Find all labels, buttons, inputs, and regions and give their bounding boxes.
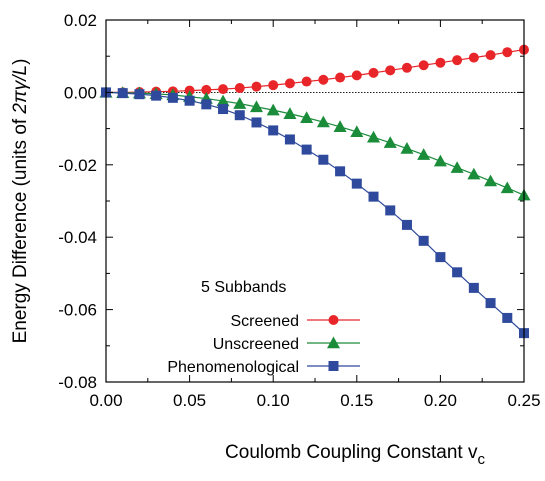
- data-point-unscreened: [484, 174, 498, 187]
- data-point-unscreened: [417, 148, 431, 160]
- data-point-phenomenological: [502, 312, 513, 323]
- legend-marker-phenomenological: [328, 361, 339, 371]
- plot-frame: [105, 19, 525, 383]
- series-line-unscreened: [105, 91, 525, 196]
- data-point-phenomenological: [151, 90, 162, 101]
- data-point-unscreened: [283, 107, 297, 119]
- y-tick-label: -0.08: [58, 373, 97, 392]
- data-point-screened: [385, 65, 396, 76]
- data-point-unscreened: [367, 130, 381, 143]
- data-point-screened: [284, 78, 295, 89]
- data-point-unscreened: [500, 181, 514, 194]
- data-point-unscreened: [233, 97, 247, 109]
- data-point-unscreened: [383, 136, 397, 148]
- x-tick-label: 0.05: [173, 391, 206, 410]
- data-point-phenomenological: [335, 166, 346, 177]
- data-point-phenomenological: [385, 205, 396, 216]
- data-point-unscreened: [467, 167, 481, 180]
- data-point-unscreened: [350, 125, 364, 138]
- legend-marker-unscreened: [327, 336, 340, 349]
- data-point-phenomenological: [318, 154, 329, 165]
- data-point-screened: [218, 84, 229, 95]
- legend-marker-screened: [328, 315, 339, 325]
- data-point-screened: [351, 70, 362, 81]
- data-point-phenomenological: [268, 125, 279, 136]
- legend-label-phenomenological: Phenomenological: [167, 359, 299, 376]
- data-point-phenomenological: [234, 110, 245, 121]
- y-tick-label: -0.04: [58, 228, 97, 247]
- data-point-phenomenological: [284, 134, 295, 145]
- data-point-phenomenological: [468, 282, 479, 293]
- x-axis-title-subscript: c: [477, 451, 485, 468]
- x-tick-label: 0.20: [424, 391, 457, 410]
- data-point-phenomenological: [184, 95, 195, 106]
- data-point-phenomenological: [418, 235, 429, 246]
- data-point-phenomenological: [485, 298, 496, 309]
- y-axis-title-suffix: ): [10, 59, 31, 65]
- data-point-unscreened: [450, 161, 464, 173]
- data-point-screened: [435, 57, 446, 68]
- data-point-phenomenological: [117, 88, 128, 99]
- data-point-unscreened: [300, 111, 314, 123]
- data-point-screened: [401, 62, 412, 73]
- data-point-phenomenological: [435, 252, 446, 263]
- data-point-unscreened: [216, 94, 230, 107]
- data-point-screened: [268, 80, 279, 91]
- x-tick-label: 0.10: [257, 391, 290, 410]
- y-axis-title-math: 2πγ/L: [10, 65, 31, 115]
- series-line-screened: [106, 49, 525, 94]
- data-point-phenomenological: [368, 191, 379, 202]
- x-tick-label: 0.00: [89, 391, 122, 410]
- plot-marks: [99, 44, 531, 339]
- y-tick-label: 0.02: [64, 11, 97, 30]
- x-axis-title-text: Coulomb Coupling Constant v: [225, 442, 478, 463]
- x-tick-label: 0.15: [340, 391, 373, 410]
- x-axis-title: Coulomb Coupling Constant vc: [225, 442, 485, 468]
- data-point-phenomenological: [452, 267, 463, 278]
- data-point-screened: [418, 60, 429, 71]
- x-tick-label: 0.25: [507, 391, 540, 410]
- series-line-phenomenological: [105, 91, 525, 334]
- data-point-screened: [502, 47, 513, 58]
- y-axis-title-prefix: Energy Difference (units of: [10, 114, 31, 344]
- data-point-screened: [452, 55, 463, 66]
- data-point-unscreened: [266, 103, 280, 116]
- data-point-phenomenological: [301, 144, 312, 155]
- axis-ticks: 0.00 0.05 0.10 0.15 0.20 0.25 -0.08 -0.06 -0.04 -…: [58, 11, 540, 410]
- legend: 5 Subbands Screened Unscreened Phenomenolog…: [167, 279, 360, 376]
- y-tick-label: -0.02: [58, 156, 97, 175]
- data-point-phenomenological: [251, 117, 262, 128]
- data-point-phenomenological: [351, 178, 362, 189]
- data-point-phenomenological: [167, 92, 178, 103]
- data-point-phenomenological: [134, 89, 145, 100]
- data-point-phenomenological: [401, 219, 412, 230]
- data-point-unscreened: [316, 115, 330, 128]
- data-point-phenomenological: [201, 99, 212, 110]
- legend-label-screened: Screened: [231, 313, 300, 330]
- y-tick-label: 0.00: [64, 83, 97, 102]
- data-point-unscreened: [400, 142, 414, 154]
- data-point-phenomenological: [218, 104, 229, 115]
- legend-title: 5 Subbands: [201, 279, 286, 296]
- data-point-screened: [251, 81, 262, 92]
- y-tick-label: -0.06: [58, 301, 97, 320]
- data-point-screened: [335, 72, 346, 83]
- data-point-unscreened: [249, 100, 263, 113]
- data-point-unscreened: [433, 154, 447, 167]
- y-axis-title: Energy Difference (units of 2πγ/L): [10, 59, 31, 344]
- data-point-unscreened: [333, 120, 347, 132]
- data-point-screened: [468, 52, 479, 63]
- data-point-screened: [234, 83, 245, 94]
- data-point-screened: [485, 50, 496, 61]
- data-point-screened: [301, 76, 312, 87]
- data-point-screened: [318, 74, 329, 85]
- data-point-screened: [201, 84, 212, 95]
- data-point-screened: [368, 67, 379, 78]
- legend-label-unscreened: Unscreened: [213, 336, 299, 353]
